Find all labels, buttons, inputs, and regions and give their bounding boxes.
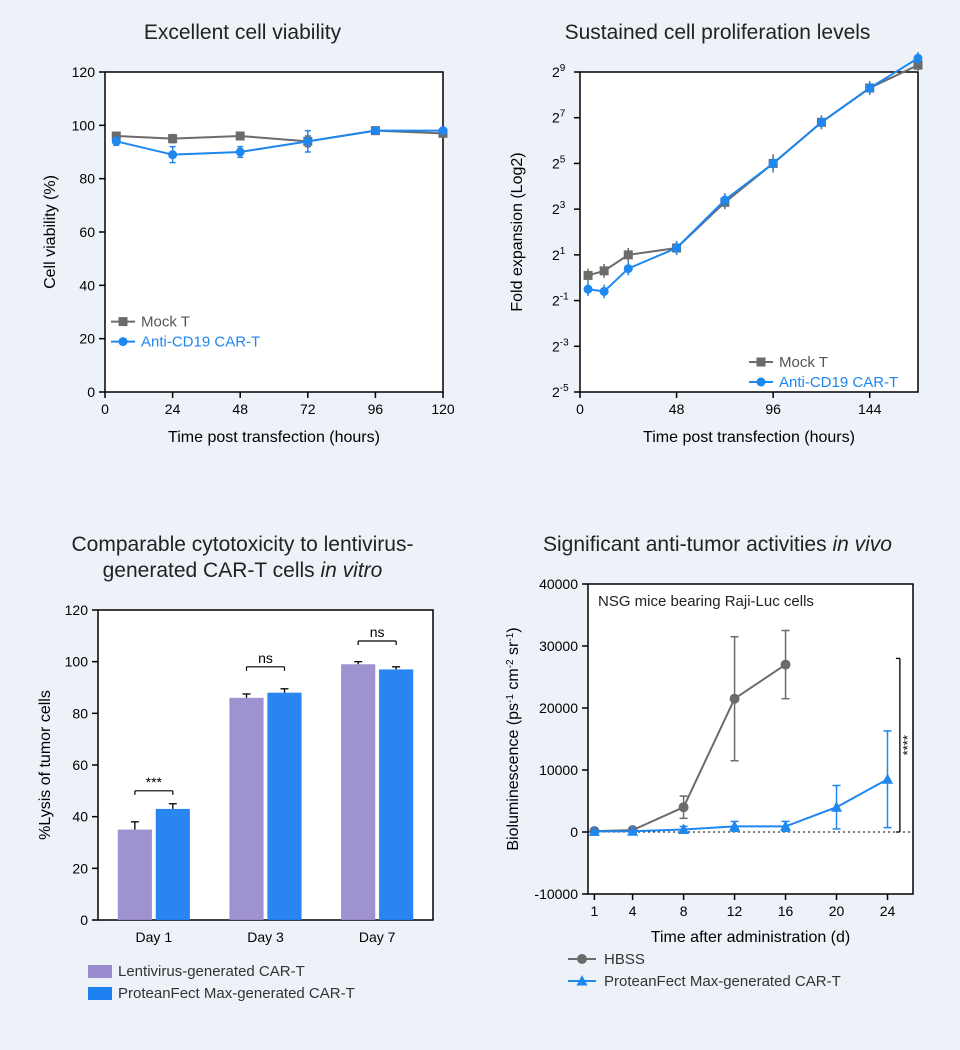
svg-text:40: 40 [72, 809, 88, 825]
svg-text:ProteanFect Max-generated CAR-: ProteanFect Max-generated CAR-T [604, 973, 841, 990]
svg-text:60: 60 [72, 757, 88, 773]
svg-text:NSG mice bearing Raji-Luc cell: NSG mice bearing Raji-Luc cells [598, 593, 814, 610]
svg-text:24: 24 [879, 903, 895, 919]
svg-text:Time post transfection (hours): Time post transfection (hours) [168, 429, 380, 446]
svg-text:Time after administration (d): Time after administration (d) [650, 929, 849, 946]
svg-text:Time post transfection (hours): Time post transfection (hours) [643, 429, 855, 446]
svg-text:HBSS: HBSS [604, 951, 645, 968]
svg-text:20: 20 [828, 903, 844, 919]
svg-text:Mock T: Mock T [141, 314, 190, 331]
svg-text:80: 80 [72, 705, 88, 721]
svg-text:96: 96 [367, 401, 383, 417]
svg-text:%Lysis of tumor cells: %Lysis of tumor cells [37, 690, 54, 840]
svg-text:****: **** [899, 735, 914, 755]
svg-text:120: 120 [431, 401, 455, 417]
svg-text:Fold expansion (Log2): Fold expansion (Log2) [509, 153, 526, 312]
svg-text:23: 23 [552, 200, 566, 217]
svg-text:100: 100 [71, 118, 95, 134]
svg-text:Day 3: Day 3 [247, 929, 284, 945]
svg-text:20000: 20000 [539, 700, 578, 716]
chart-grid: Excellent cell viability 024487296120020… [0, 0, 960, 1050]
svg-text:0: 0 [80, 912, 88, 928]
svg-text:Day 1: Day 1 [135, 929, 172, 945]
svg-text:2-1: 2-1 [552, 292, 569, 309]
svg-text:144: 144 [858, 401, 882, 417]
svg-text:ns: ns [258, 650, 273, 666]
svg-text:21: 21 [552, 246, 566, 263]
svg-text:80: 80 [79, 171, 95, 187]
svg-text:ProteanFect Max-generated CAR-: ProteanFect Max-generated CAR-T [118, 985, 355, 1002]
chart-viability: 0 24 48 72 96 120 0 20 40 60 80 100 120 Time post tra… [23, 52, 463, 482]
svg-text:30000: 30000 [539, 638, 578, 654]
svg-text:120: 120 [71, 64, 95, 80]
svg-text:48: 48 [232, 401, 248, 417]
svg-text:Anti-CD19 CAR-T: Anti-CD19 CAR-T [779, 374, 898, 391]
chart-invivo: 1 4 8 12 16 20 24 -10000 0 10000 20000 30000 40000 Ti… [493, 564, 943, 1014]
panel-c-title: Comparable cytotoxicity to lentivirus-ge… [72, 532, 414, 585]
svg-text:Cell viability (%): Cell viability (%) [42, 175, 59, 289]
svg-text:25: 25 [552, 155, 566, 172]
svg-text:-10000: -10000 [534, 886, 578, 902]
svg-text:Anti-CD19 CAR-T: Anti-CD19 CAR-T [141, 334, 260, 351]
svg-text:Day 7: Day 7 [358, 929, 395, 945]
svg-text:100: 100 [64, 654, 88, 670]
svg-text:0: 0 [101, 401, 109, 417]
panel-proliferation: Sustained cell proliferation levels 0 48 9… [485, 20, 950, 522]
panel-invivo: Significant anti-tumor activities in viv… [485, 532, 950, 1041]
svg-text:40: 40 [79, 278, 95, 294]
panel-cytotoxicity: Comparable cytotoxicity to lentivirus-ge… [10, 532, 475, 1041]
svg-text:20: 20 [79, 331, 95, 347]
svg-text:10000: 10000 [539, 762, 578, 778]
svg-text:2-3: 2-3 [552, 338, 569, 355]
svg-text:Lentivirus-generated CAR-T: Lentivirus-generated CAR-T [118, 963, 305, 980]
svg-text:60: 60 [79, 224, 95, 240]
svg-text:24: 24 [164, 401, 180, 417]
svg-text:16: 16 [777, 903, 793, 919]
svg-text:0: 0 [570, 824, 578, 840]
svg-text:Bioluminescence (ps-1 cm-2 sr-: Bioluminescence (ps-1 cm-2 sr-1) [504, 627, 522, 850]
chart-proliferation: 0 48 96 144 2-5 2-3 2-1 21 23 25 27 29 Time post tra… [498, 52, 938, 482]
svg-text:0: 0 [576, 401, 584, 417]
svg-text:ns: ns [369, 624, 384, 640]
svg-text:29: 29 [552, 63, 566, 80]
svg-text:***: *** [145, 774, 162, 790]
svg-text:40000: 40000 [539, 576, 578, 592]
svg-text:20: 20 [72, 860, 88, 876]
panel-d-title: Significant anti-tumor activities in viv… [543, 532, 892, 558]
svg-text:0: 0 [87, 384, 95, 400]
svg-text:96: 96 [765, 401, 781, 417]
panel-viability: Excellent cell viability 0 24 48 72 96 120 0 20… [10, 20, 475, 522]
panel-b-title: Sustained cell proliferation levels [565, 20, 871, 46]
svg-text:Mock T: Mock T [779, 354, 828, 371]
svg-text:48: 48 [668, 401, 684, 417]
svg-text:72: 72 [300, 401, 316, 417]
chart-cytotoxicity: 0 20 40 60 80 100 120 %Lysis of tumor cells Day … [23, 590, 463, 1040]
svg-text:120: 120 [64, 602, 88, 618]
svg-text:4: 4 [628, 903, 636, 919]
svg-text:1: 1 [590, 903, 598, 919]
svg-text:2-5: 2-5 [552, 383, 569, 400]
panel-a-title: Excellent cell viability [144, 20, 341, 46]
svg-text:27: 27 [552, 109, 566, 126]
svg-text:12: 12 [726, 903, 742, 919]
svg-text:8: 8 [679, 903, 687, 919]
